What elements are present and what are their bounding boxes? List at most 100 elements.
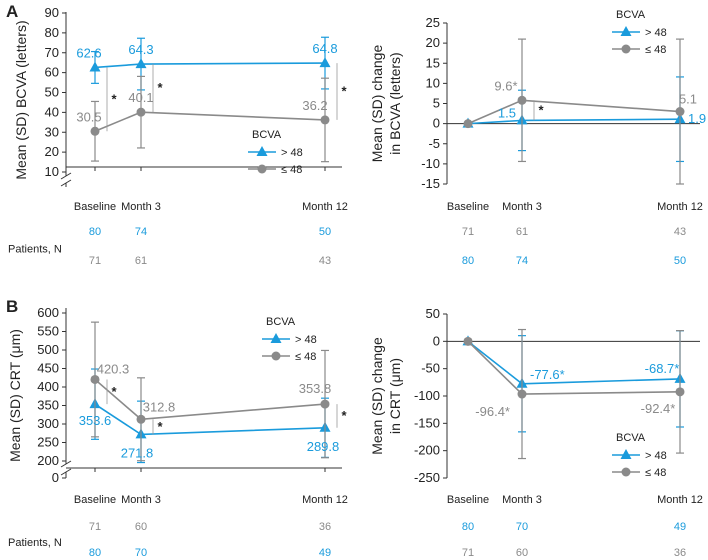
- patients-count: 80: [89, 226, 101, 238]
- legend-label: > 48: [645, 27, 667, 39]
- significance-asterisk: *: [157, 80, 163, 95]
- significance-asterisk: *: [157, 419, 163, 434]
- data-label: 64.8: [312, 41, 337, 56]
- y-tick-label: -50: [421, 361, 440, 376]
- data-label: 64.3: [128, 42, 153, 57]
- patients-count: 71: [89, 255, 101, 267]
- legend-label: > 48: [295, 334, 317, 346]
- legend-marker-triangle: [620, 449, 632, 459]
- series-line: [94, 111, 326, 132]
- data-point-circle: [90, 126, 100, 136]
- x-tick-label: Baseline: [447, 201, 489, 213]
- y-tick-label: 350: [37, 398, 59, 413]
- y-axis-title: Mean (SD) CRT (μm): [7, 329, 23, 462]
- x-tick-label: Month 12: [302, 201, 348, 213]
- y-tick-label: 5: [433, 96, 440, 111]
- data-label: -92.4*: [641, 401, 676, 416]
- data-label: 271.8: [121, 445, 154, 460]
- y-tick-label: 250: [37, 435, 59, 450]
- y-tick-label: 25: [426, 15, 440, 30]
- y-tick-label: 40: [45, 104, 59, 119]
- y-tick-label: 550: [37, 324, 59, 339]
- y-tick-label: 90: [45, 5, 59, 20]
- y-tick-label: 50: [426, 306, 440, 321]
- x-tick-label: Month 3: [121, 201, 161, 213]
- y-tick-label: -15: [421, 176, 440, 191]
- chart-A-left: [60, 12, 342, 187]
- legend-title: BCVA: [252, 129, 282, 141]
- axis-break-mark: [60, 172, 72, 180]
- x-tick-label: Month 3: [121, 494, 161, 506]
- x-tick-label: Baseline: [447, 494, 489, 506]
- x-tick-label: Month 3: [502, 201, 542, 213]
- data-label: 312.8: [143, 399, 176, 414]
- y-axis-title: Mean (SD) change: [369, 45, 385, 163]
- legend-label: ≤ 48: [295, 351, 316, 363]
- chart-B-left: [60, 308, 342, 479]
- patients-count: 43: [319, 255, 331, 267]
- data-label: -68.7*: [645, 361, 680, 376]
- data-point-circle: [463, 336, 473, 346]
- legend-marker-triangle: [270, 333, 282, 343]
- y-tick-label: -5: [428, 136, 440, 151]
- patients-count: 80: [89, 547, 101, 559]
- y-tick-label: 50: [45, 85, 59, 100]
- patients-count: 36: [319, 521, 331, 533]
- legend-marker-circle: [271, 351, 281, 361]
- y-tick-label: 0: [52, 470, 59, 485]
- patients-count: 80: [462, 521, 474, 533]
- data-label: 353.8: [299, 381, 332, 396]
- y-tick-label: -10: [421, 156, 440, 171]
- legend-label: ≤ 48: [281, 164, 302, 176]
- data-label: 420.3: [97, 361, 130, 376]
- patients-count: 70: [516, 521, 528, 533]
- legend-marker-circle: [621, 44, 631, 54]
- y-tick-label: 60: [45, 65, 59, 80]
- y-tick-label: 450: [37, 361, 59, 376]
- data-point-circle: [320, 115, 330, 125]
- patients-count: 71: [462, 226, 474, 238]
- x-tick-label: Month 3: [502, 494, 542, 506]
- axis-break-mark: [60, 179, 72, 187]
- data-point-circle: [517, 389, 527, 399]
- data-point-circle: [675, 387, 685, 397]
- y-tick-label: 10: [45, 164, 59, 179]
- significance-asterisk: *: [538, 102, 544, 117]
- data-label: -96.4*: [475, 404, 510, 419]
- data-label: 353.6: [79, 413, 112, 428]
- patients-count: 60: [135, 521, 147, 533]
- y-tick-label: 0: [433, 333, 440, 348]
- y-tick-label: 400: [37, 379, 59, 394]
- y-tick-label: 20: [45, 144, 59, 159]
- data-point-triangle: [89, 61, 101, 72]
- y-axis-title: Mean (SD) BCVA (letters): [13, 20, 29, 179]
- y-axis-title: in CRT (μm): [387, 358, 403, 434]
- y-tick-label: 15: [426, 55, 440, 70]
- panel-label: B: [6, 297, 18, 316]
- data-label: 62.6: [76, 45, 101, 60]
- y-tick-label: 200: [37, 453, 59, 468]
- legend-label: ≤ 48: [645, 467, 666, 479]
- data-label: 5.1: [679, 92, 697, 107]
- legend-label: > 48: [281, 147, 303, 159]
- patients-count: 70: [135, 547, 147, 559]
- patients-count: 61: [135, 255, 147, 267]
- data-label: 30.5: [76, 109, 101, 124]
- x-tick-label: Month 12: [302, 494, 348, 506]
- patients-count: 50: [674, 255, 686, 267]
- data-label: 40.1: [128, 90, 153, 105]
- data-label: -77.6*: [530, 367, 565, 382]
- patients-count: 60: [516, 547, 528, 559]
- patients-count: 50: [319, 226, 331, 238]
- data-point-triangle: [135, 58, 147, 69]
- y-axis-title: Mean (SD) change: [369, 337, 385, 455]
- axis-break-mark: [60, 468, 72, 476]
- panel-label: A: [6, 2, 18, 21]
- data-label: 289.8: [307, 439, 340, 454]
- patients-count: 43: [674, 226, 686, 238]
- chart-B-right: [443, 313, 700, 479]
- series-line: [94, 62, 326, 69]
- y-tick-label: -250: [414, 470, 440, 485]
- series-line: [94, 378, 326, 421]
